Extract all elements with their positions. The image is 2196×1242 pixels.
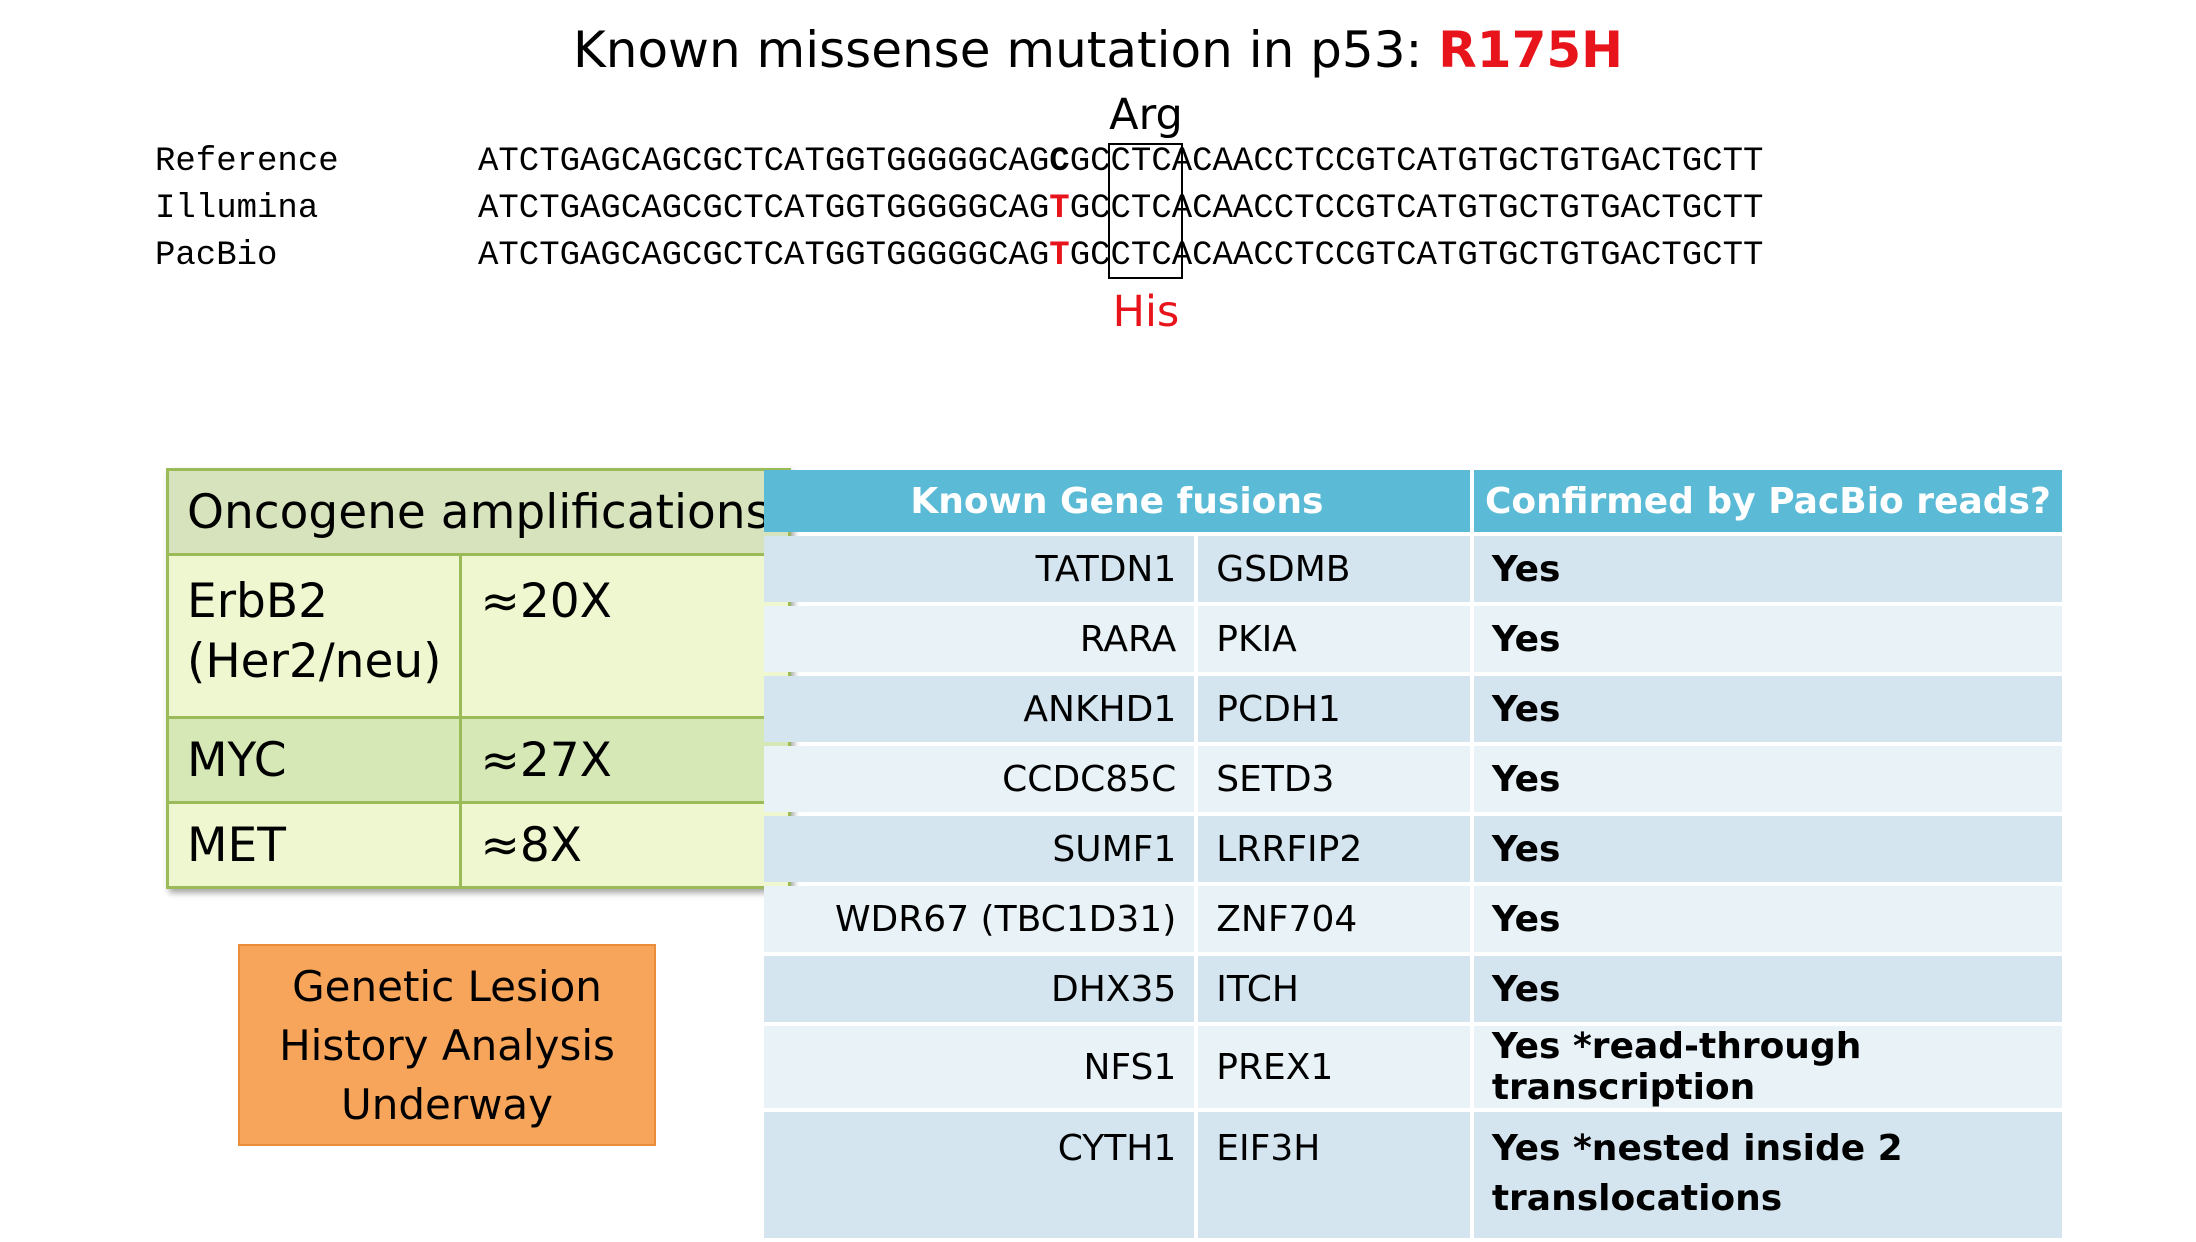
sequence-suffix: GCCTCACAACCTCCGTCATGTGCTGTGACTGCTT — [1069, 190, 1764, 228]
highlighted-base: T — [1049, 190, 1070, 228]
fold-cell: ≈20X — [459, 553, 792, 719]
table-row: CCDC85C SETD3 Yes — [764, 746, 2062, 812]
sequence-pacbio: ATCTGAGCAGCGCTCATGGTGGGGGCAGTGCCTCACAACC… — [478, 234, 1763, 278]
table-row: SUMF1 LRRFIP2 Yes — [764, 816, 2062, 882]
sequence-label-pacbio: PacBio — [155, 237, 278, 275]
fusion-gene-1: SUMF1 — [764, 816, 1195, 882]
table-row: ErbB2 (Her2/neu) ≈20X — [165, 553, 792, 719]
sequence-prefix: ATCTGAGCAGCGCTCATGGTGGGGGCAG — [478, 237, 1050, 275]
confirmation-cell: Yes — [1473, 606, 2062, 672]
codon-highlight-box — [1108, 143, 1183, 279]
fusion-gene-2: EIF3H — [1198, 1112, 1470, 1238]
confirmation-text: Yes — [1491, 968, 1561, 1010]
table-row: MYC ≈27X — [165, 716, 792, 804]
oncogene-amplification-table: Oncogene amplifications ErbB2 (Her2/neu) … — [165, 468, 792, 889]
fusion-table-header-genes: Known Gene fusions — [764, 470, 1470, 532]
confirmation-text-continued: translocations — [1491, 1178, 1783, 1219]
slide-title: Known missense mutation in p53: R175H — [0, 18, 2196, 82]
fusion-gene-2: ITCH — [1198, 956, 1470, 1022]
table-row: WDR67 (TBC1D31) ZNF704 Yes — [764, 886, 2062, 952]
gene-fusion-table: Known Gene fusions Confirmed by PacBio r… — [760, 466, 2066, 1242]
gene-name: ErbB2 — [187, 574, 328, 629]
oncogene-table-header: Oncogene amplifications — [165, 468, 792, 556]
gene-cell: MET — [165, 801, 463, 889]
confirmation-text: Yes — [1491, 618, 1561, 660]
confirmation-cell: Yes — [1473, 536, 2062, 602]
fold-cell: ≈27X — [459, 716, 792, 804]
table-row: NFS1 PREX1 Yes *read-through transcription — [764, 1026, 2062, 1108]
table-row: CYTH1 EIF3H Yes *nested inside 2 translocat… — [764, 1112, 2062, 1238]
table-row: MET ≈8X — [165, 801, 792, 889]
gene-alias: (Her2/neu) — [187, 634, 442, 689]
confirmation-text: Yes — [1491, 688, 1561, 730]
table-row: TATDN1 GSDMB Yes — [764, 536, 2062, 602]
fusion-gene-2: SETD3 — [1198, 746, 1470, 812]
table-row: ANKHD1 PCDH1 Yes — [764, 676, 2062, 742]
confirmation-text: Yes — [1491, 758, 1561, 800]
variant-amino-acid-label: His — [1112, 287, 1180, 337]
fusion-gene-2: PKIA — [1198, 606, 1470, 672]
highlighted-base: T — [1049, 237, 1070, 275]
fusion-gene-2: PREX1 — [1198, 1026, 1470, 1108]
confirmation-text: Yes — [1491, 548, 1561, 590]
confirmation-cell: Yes — [1473, 746, 2062, 812]
sequence-reference: ATCTGAGCAGCGCTCATGGTGGGGGCAGCGCCTCACAACC… — [478, 140, 1763, 184]
confirmation-cell: Yes — [1473, 956, 2062, 1022]
fusion-gene-1: TATDN1 — [764, 536, 1195, 602]
confirmation-cell: Yes — [1473, 816, 2062, 882]
confirmation-text: Yes — [1491, 898, 1561, 940]
fusion-gene-1: CYTH1 — [764, 1112, 1195, 1238]
sequence-label-illumina: Illumina — [155, 190, 319, 228]
fusion-gene-1: DHX35 — [764, 956, 1195, 1022]
confirmation-text: Yes *read-through transcription — [1491, 1026, 1862, 1108]
sequence-suffix: GCCTCACAACCTCCGTCATGTGCTGTGACTGCTT — [1069, 237, 1764, 275]
lesion-line: History Analysis — [279, 1020, 615, 1070]
confirmation-text: Yes — [1491, 828, 1561, 870]
highlighted-base: C — [1049, 143, 1070, 181]
reference-amino-acid-label: Arg — [1109, 90, 1183, 140]
fusion-gene-2: LRRFIP2 — [1198, 816, 1470, 882]
fusion-table-header-confirmed: Confirmed by PacBio reads? — [1473, 470, 2062, 532]
confirmation-cell: Yes — [1473, 676, 2062, 742]
title-prefix: Known missense mutation in p53: — [572, 21, 1439, 79]
fusion-gene-1: WDR67 (TBC1D31) — [764, 886, 1195, 952]
confirmation-text: Yes *nested inside 2 — [1491, 1128, 1903, 1169]
lesion-line: Underway — [340, 1079, 554, 1129]
table-row: DHX35 ITCH Yes — [764, 956, 2062, 1022]
fusion-gene-2: PCDH1 — [1198, 676, 1470, 742]
confirmation-cell: Yes *read-through transcription — [1473, 1026, 2062, 1108]
fusion-gene-2: GSDMB — [1198, 536, 1470, 602]
lesion-analysis-box: Genetic Lesion History Analysis Underway — [238, 944, 656, 1146]
fusion-gene-1: CCDC85C — [764, 746, 1195, 812]
fusion-gene-1: ANKHD1 — [764, 676, 1195, 742]
sequence-prefix: ATCTGAGCAGCGCTCATGGTGGGGGCAG — [478, 143, 1050, 181]
sequence-illumina: ATCTGAGCAGCGCTCATGGTGGGGGCAGTGCCTCACAACC… — [478, 187, 1763, 231]
gene-cell: ErbB2 (Her2/neu) — [165, 553, 463, 719]
fusion-gene-1: RARA — [764, 606, 1195, 672]
fusion-table-body: TATDN1 GSDMB Yes RARA PKIA Yes ANKHD1 PCDH1 Yes C… — [764, 536, 2062, 1238]
title-mutation: R175H — [1438, 21, 1623, 79]
fold-cell: ≈8X — [459, 801, 792, 889]
fusion-gene-1: NFS1 — [764, 1026, 1195, 1108]
table-row: RARA PKIA Yes — [764, 606, 2062, 672]
sequence-prefix: ATCTGAGCAGCGCTCATGGTGGGGGCAG — [478, 190, 1050, 228]
sequence-label-reference: Reference — [155, 143, 339, 181]
fusion-gene-2: ZNF704 — [1198, 886, 1470, 952]
lesion-line: Genetic Lesion — [292, 961, 602, 1011]
confirmation-cell: Yes — [1473, 886, 2062, 952]
confirmation-cell: Yes *nested inside 2 translocations — [1473, 1112, 2062, 1238]
gene-cell: MYC — [165, 716, 463, 804]
sequence-suffix: GCCTCACAACCTCCGTCATGTGCTGTGACTGCTT — [1069, 143, 1764, 181]
